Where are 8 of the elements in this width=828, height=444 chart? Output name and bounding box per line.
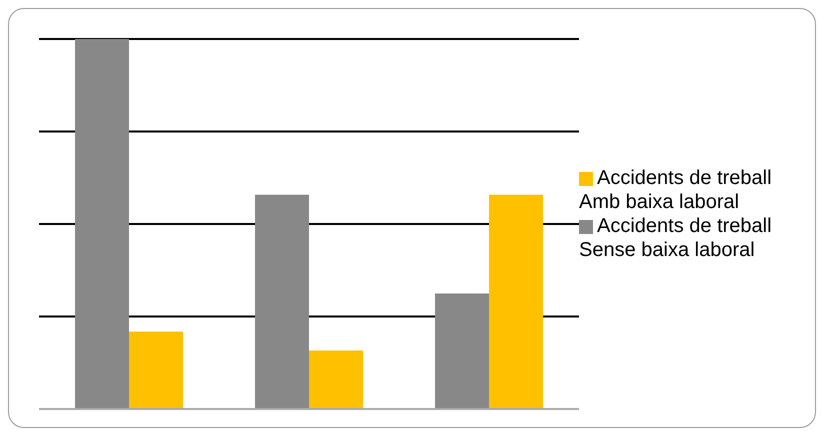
legend-label: Accidents de treball Amb baixa laboral	[579, 167, 772, 213]
bar	[489, 194, 543, 409]
bar	[435, 294, 489, 409]
bar	[309, 350, 363, 409]
legend-label: Accidents de treball Sense baixa laboral	[579, 215, 772, 261]
bar	[129, 332, 183, 409]
bar	[75, 39, 129, 409]
bar	[255, 194, 309, 409]
